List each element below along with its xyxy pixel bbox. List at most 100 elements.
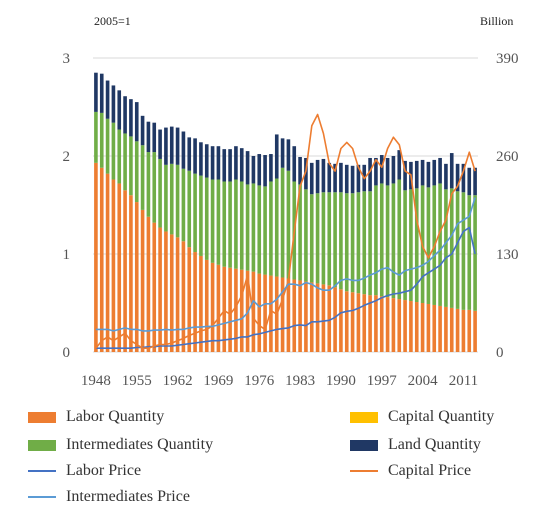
bar-3-1970 <box>222 149 227 182</box>
bar-2-2009 <box>449 188 454 308</box>
bar-0-1958 <box>152 222 157 352</box>
bar-2-1999 <box>391 183 396 299</box>
bar-2-1967 <box>204 177 209 260</box>
bar-2-1979 <box>274 178 279 277</box>
bar-3-1956 <box>140 115 145 146</box>
legend-item-intermediates-quantity: Intermediates Quantity <box>28 436 213 454</box>
bar-0-1966 <box>199 255 203 352</box>
bar-0-1993 <box>356 293 361 352</box>
bar-0-1969 <box>216 264 221 352</box>
bar-3-1969 <box>216 146 221 180</box>
bar-2-1958 <box>152 152 157 223</box>
bar-2-1966 <box>199 175 203 256</box>
bar-3-1996 <box>374 157 378 186</box>
bar-0-2003 <box>414 302 419 352</box>
bar-3-1966 <box>199 142 203 176</box>
bar-3-1960 <box>164 127 168 165</box>
bar-0-1997 <box>379 296 384 352</box>
y-tick-label-3: 3 <box>63 51 71 67</box>
bar-3-1965 <box>193 138 197 174</box>
bar-3-1992 <box>350 165 355 194</box>
legend-label-land-quantity: Land Quantity <box>388 436 481 453</box>
legend-swatch-land-quantity <box>350 439 378 451</box>
bar-0-1950 <box>105 173 110 352</box>
bar-3-1964 <box>187 137 192 171</box>
bar-3-1984 <box>304 157 308 190</box>
bar-2-1996 <box>374 185 378 296</box>
bar-3-2013 <box>473 167 477 196</box>
bar-0-2002 <box>409 301 413 352</box>
legend-item-capital-quantity: Capital Quantity <box>350 408 494 426</box>
bar-2-2005 <box>426 187 431 304</box>
bar-3-1993 <box>356 164 361 193</box>
bar-0-1956 <box>140 209 145 352</box>
bar-3-2007 <box>438 157 442 184</box>
bar-2-1955 <box>134 141 139 203</box>
bar-3-1952 <box>117 90 122 130</box>
bar-3-1997 <box>379 155 384 184</box>
bar-2-1980 <box>280 167 285 278</box>
bar-0-1983 <box>298 280 302 352</box>
bar-0-1990 <box>339 289 343 352</box>
bar-2-1997 <box>379 183 384 297</box>
bar-0-1968 <box>210 262 215 352</box>
bar-2-1960 <box>164 164 168 232</box>
bar-0-1975 <box>251 271 256 352</box>
bar-2-1998 <box>385 185 390 298</box>
bar-3-1983 <box>298 156 302 185</box>
bar-2-1975 <box>251 183 256 272</box>
bar-2-2003 <box>414 188 419 303</box>
bar-2-2001 <box>403 190 407 301</box>
bar-3-1948 <box>94 72 98 112</box>
bar-0-1962 <box>175 237 180 352</box>
bar-3-1957 <box>146 121 151 153</box>
bar-3-2012 <box>467 167 472 196</box>
bar-3-1985 <box>309 162 314 195</box>
bar-0-1984 <box>304 281 308 352</box>
bar-2-1990 <box>339 192 343 290</box>
legend-label-capital-quantity: Capital Quantity <box>388 408 495 425</box>
bar-3-1967 <box>204 144 209 178</box>
bar-3-2003 <box>414 160 419 189</box>
bar-2-1969 <box>216 179 221 265</box>
x-tick-label-2011: 2011 <box>449 373 478 389</box>
bar-3-2008 <box>444 163 448 190</box>
bar-2-1989 <box>333 192 337 288</box>
bar-0-1957 <box>146 216 151 352</box>
y2-tick-label-2: 260 <box>496 149 519 165</box>
bar-2-1957 <box>146 152 151 217</box>
line-labor-price <box>95 226 476 350</box>
bar-0-1994 <box>362 294 367 352</box>
bar-3-1962 <box>175 127 180 165</box>
bar-3-1980 <box>280 138 285 168</box>
x-tick-label-1962: 1962 <box>163 373 193 389</box>
bar-2-1994 <box>362 191 367 295</box>
bar-2-1977 <box>263 186 267 275</box>
bar-2-2000 <box>397 179 402 300</box>
legend-label-intermediates-price: Intermediates Price <box>66 488 190 505</box>
bar-3-2000 <box>397 150 402 180</box>
bar-2-2002 <box>409 189 413 302</box>
bar-3-1976 <box>257 154 262 186</box>
bar-2-1949 <box>99 112 104 168</box>
y2-tick-label-3: 390 <box>496 51 519 67</box>
bar-0-1988 <box>327 285 332 352</box>
bar-0-1989 <box>333 287 337 352</box>
bar-0-1972 <box>234 268 238 352</box>
bar-2-2010 <box>455 191 460 309</box>
bar-3-2005 <box>426 161 431 188</box>
bar-0-2013 <box>473 310 477 352</box>
bar-2-1948 <box>94 111 98 163</box>
bar-2-1983 <box>298 184 302 281</box>
bar-2-1984 <box>304 189 308 282</box>
bar-2-2008 <box>444 189 448 307</box>
bar-0-2009 <box>449 307 454 352</box>
bar-3-1950 <box>105 80 110 119</box>
bar-0-1960 <box>164 231 168 352</box>
x-tick-label-1955: 1955 <box>122 373 152 389</box>
x-tick-label-1997: 1997 <box>367 373 398 389</box>
bar-2-1988 <box>327 192 332 286</box>
bar-3-1971 <box>228 149 232 182</box>
bar-3-1961 <box>169 126 174 164</box>
bar-3-1988 <box>327 162 332 193</box>
